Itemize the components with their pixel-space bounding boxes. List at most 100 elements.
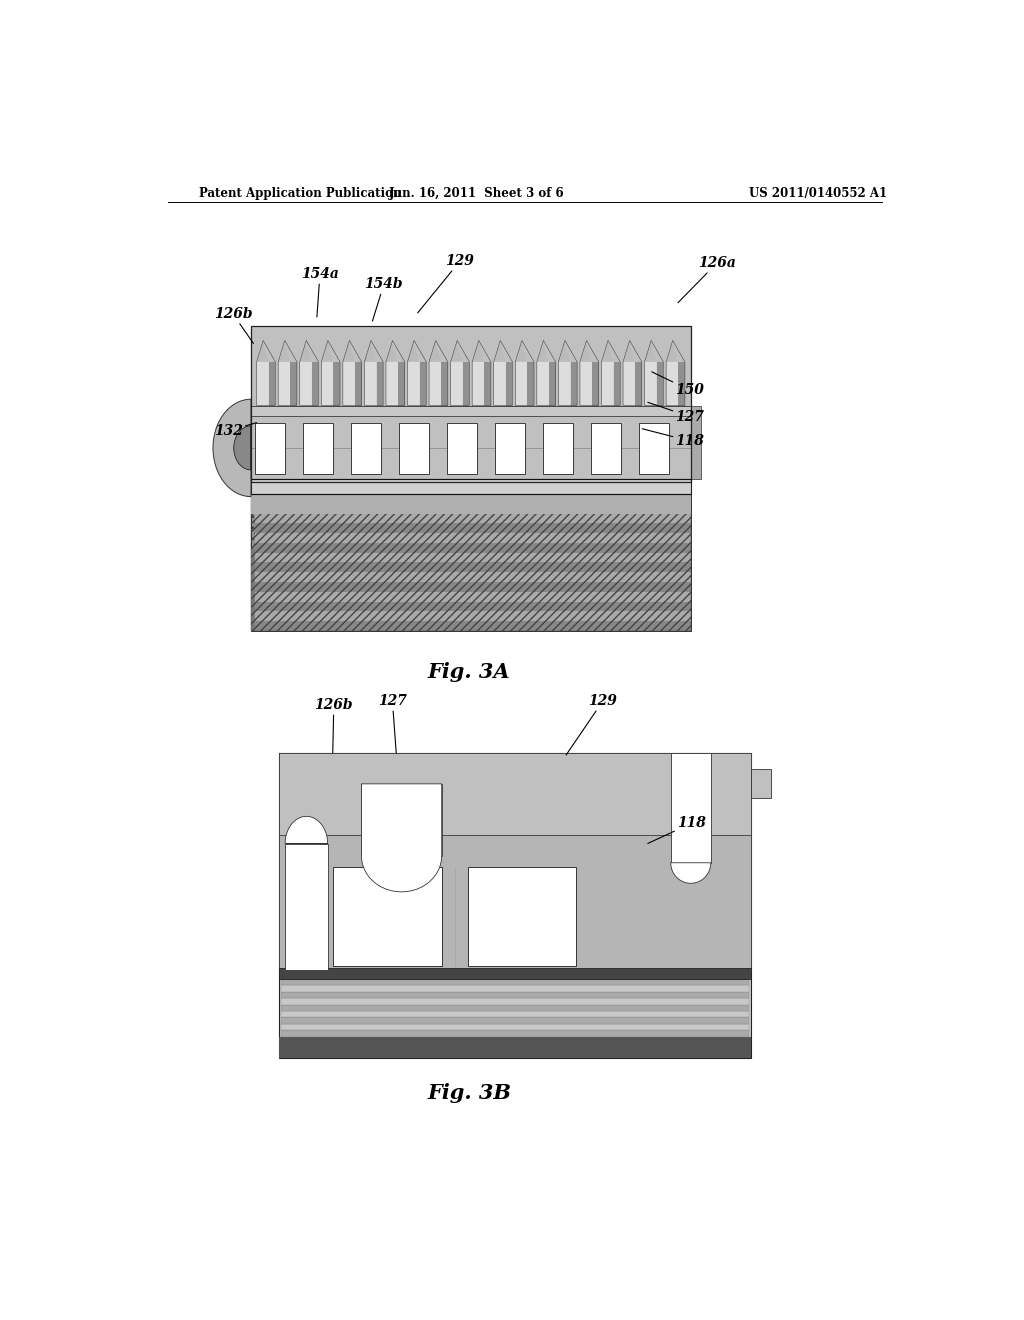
Polygon shape	[549, 362, 556, 405]
Polygon shape	[279, 341, 291, 405]
Bar	[251, 494, 691, 515]
Bar	[279, 836, 751, 973]
Text: 127: 127	[648, 403, 705, 424]
Bar	[279, 752, 751, 1057]
Bar	[351, 422, 381, 474]
Bar	[251, 405, 691, 416]
Bar	[285, 843, 328, 970]
Bar	[282, 1011, 749, 1018]
Polygon shape	[355, 362, 361, 405]
Polygon shape	[667, 341, 678, 362]
Polygon shape	[463, 362, 469, 405]
Bar	[255, 543, 691, 553]
Polygon shape	[570, 362, 578, 405]
Polygon shape	[285, 816, 328, 843]
Text: 126b: 126b	[214, 308, 253, 343]
Text: 154b: 154b	[365, 277, 403, 321]
Polygon shape	[472, 341, 484, 405]
Bar	[591, 422, 622, 474]
Bar	[468, 867, 577, 966]
Text: 118: 118	[648, 816, 706, 843]
Polygon shape	[515, 341, 527, 405]
Polygon shape	[515, 341, 527, 362]
Bar	[255, 513, 691, 523]
Polygon shape	[233, 426, 251, 470]
Bar	[671, 752, 711, 863]
Polygon shape	[365, 341, 377, 405]
Polygon shape	[257, 341, 269, 362]
Bar	[496, 422, 525, 474]
Polygon shape	[343, 341, 355, 405]
Bar	[255, 582, 691, 591]
Bar	[251, 479, 691, 494]
Polygon shape	[635, 362, 642, 405]
Bar	[639, 422, 669, 474]
Text: 118: 118	[642, 429, 705, 447]
Bar	[282, 973, 749, 979]
Bar	[255, 553, 691, 562]
Bar	[447, 422, 477, 474]
Bar	[691, 405, 701, 479]
Polygon shape	[441, 362, 447, 405]
Polygon shape	[613, 362, 621, 405]
Bar	[279, 969, 751, 978]
Polygon shape	[291, 362, 297, 405]
Polygon shape	[472, 341, 484, 362]
Bar	[251, 549, 691, 631]
Polygon shape	[558, 341, 570, 405]
Bar	[255, 523, 691, 533]
Polygon shape	[494, 341, 506, 405]
Polygon shape	[213, 399, 251, 496]
Bar	[333, 867, 441, 966]
Bar	[251, 416, 691, 479]
Polygon shape	[601, 341, 613, 405]
Text: 129: 129	[566, 694, 617, 755]
Text: 127: 127	[378, 694, 407, 752]
Polygon shape	[429, 341, 441, 362]
Bar	[543, 422, 573, 474]
Polygon shape	[322, 341, 334, 405]
Text: Fig. 3A: Fig. 3A	[428, 661, 511, 681]
Bar	[282, 998, 749, 1005]
Polygon shape	[580, 341, 592, 362]
Bar	[279, 1036, 751, 1057]
Bar	[255, 422, 286, 474]
Bar	[282, 985, 749, 991]
Polygon shape	[279, 341, 291, 362]
Polygon shape	[601, 341, 613, 362]
Bar	[279, 752, 751, 836]
Polygon shape	[558, 341, 570, 362]
Bar	[282, 991, 749, 998]
Polygon shape	[377, 362, 383, 405]
Polygon shape	[644, 341, 656, 405]
Polygon shape	[300, 341, 312, 362]
Polygon shape	[644, 341, 656, 362]
Bar	[255, 533, 691, 543]
Polygon shape	[408, 341, 420, 362]
Bar	[255, 494, 691, 504]
Polygon shape	[365, 341, 377, 362]
Bar	[751, 770, 771, 799]
Bar	[255, 573, 691, 582]
Bar	[282, 1005, 749, 1011]
Polygon shape	[312, 362, 318, 405]
Text: 126a: 126a	[678, 256, 735, 302]
Polygon shape	[580, 341, 592, 405]
Polygon shape	[506, 362, 512, 405]
Polygon shape	[334, 362, 340, 405]
Polygon shape	[386, 341, 398, 405]
Bar	[251, 494, 691, 631]
Polygon shape	[257, 341, 269, 405]
Polygon shape	[300, 341, 312, 405]
Polygon shape	[429, 341, 441, 405]
Polygon shape	[451, 341, 463, 405]
Bar	[255, 562, 691, 573]
Bar	[282, 1018, 749, 1024]
Text: 150: 150	[652, 372, 705, 397]
Polygon shape	[623, 341, 635, 405]
Polygon shape	[386, 341, 398, 362]
Polygon shape	[537, 341, 549, 362]
Bar	[399, 422, 429, 474]
Bar	[255, 611, 691, 622]
Bar	[255, 602, 691, 611]
